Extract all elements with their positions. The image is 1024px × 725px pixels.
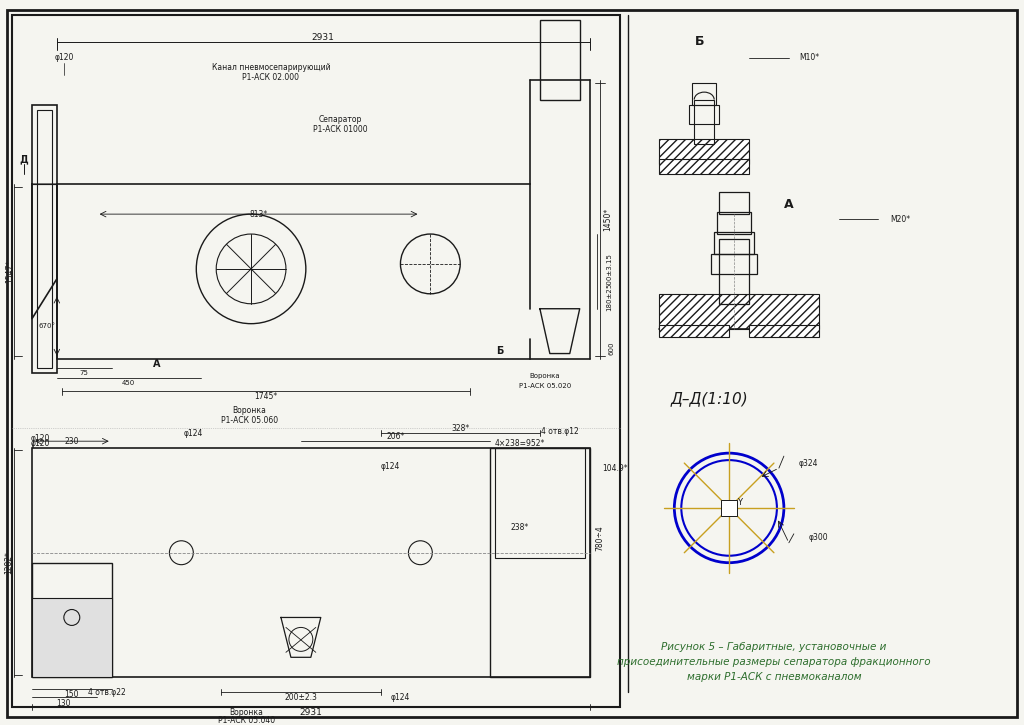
Text: 600: 600 [608, 341, 614, 355]
Text: 1282*: 1282* [4, 551, 13, 574]
Text: Р1-АСК 05.040: Р1-АСК 05.040 [217, 716, 274, 724]
Text: 328*: 328* [452, 423, 469, 433]
Text: 1450*: 1450* [603, 207, 612, 231]
Text: 500±3.15: 500±3.15 [606, 254, 612, 289]
Bar [490, 448, 590, 677]
Bar [32, 563, 112, 677]
Text: φ120: φ120 [31, 439, 49, 447]
Text: М10*: М10* [799, 53, 819, 62]
Text: 2931: 2931 [311, 33, 334, 42]
Text: 4×238=952*: 4×238=952* [495, 439, 545, 447]
Text: φ300: φ300 [809, 534, 828, 542]
Text: Р1-АСК 02.000: Р1-АСК 02.000 [243, 73, 299, 82]
Bar [689, 104, 719, 125]
Bar [32, 597, 112, 677]
Text: φ124: φ124 [183, 428, 203, 438]
Text: φ124: φ124 [381, 462, 400, 471]
Bar [712, 254, 757, 274]
Text: Рисунок 5 – Габаритные, установочные и
присоединительные размеры сепаратора фрак: Рисунок 5 – Габаритные, установочные и п… [617, 642, 931, 682]
Text: 206*: 206* [386, 431, 404, 441]
Text: Сепаратор: Сепаратор [319, 115, 362, 124]
Bar [32, 448, 590, 677]
Bar [719, 192, 749, 214]
Bar [32, 104, 57, 373]
Bar [719, 239, 749, 304]
Bar [659, 160, 749, 174]
Text: 230: 230 [65, 436, 79, 446]
Text: 1745*: 1745* [254, 392, 278, 401]
Text: М20*: М20* [891, 215, 910, 223]
Text: Воронка: Воронка [529, 373, 560, 379]
Bar [717, 212, 751, 234]
Text: 130: 130 [56, 699, 71, 708]
Text: Б: Б [497, 346, 504, 355]
Bar [694, 99, 714, 144]
Text: 150: 150 [65, 689, 79, 699]
Text: А: А [784, 198, 794, 211]
Text: 813*: 813* [250, 210, 267, 219]
Text: А: А [153, 358, 160, 368]
Bar [659, 325, 729, 336]
Text: Р1-АСК 01000: Р1-АСК 01000 [313, 125, 368, 134]
Bar [12, 15, 620, 707]
Text: 238*: 238* [511, 523, 529, 532]
Text: Y: Y [736, 499, 741, 507]
Text: 1547*: 1547* [5, 260, 14, 283]
Bar [714, 232, 754, 254]
Bar [659, 294, 819, 328]
Text: Канал пневмосепарирующий: Канал пневмосепарирующий [212, 63, 331, 72]
Text: Д–Д(1:10): Д–Д(1:10) [671, 391, 749, 406]
Text: 450: 450 [122, 381, 135, 386]
Bar [692, 83, 716, 104]
Text: 2931: 2931 [299, 708, 323, 716]
Text: 670°: 670° [39, 323, 55, 329]
Text: φ324: φ324 [799, 459, 818, 468]
Text: Воронка: Воронка [232, 406, 266, 415]
Bar [749, 325, 819, 336]
Text: Воронка: Воронка [229, 708, 263, 716]
Text: 104.9*: 104.9* [602, 463, 628, 473]
Text: 780÷4: 780÷4 [595, 525, 604, 551]
Text: 180±2: 180±2 [606, 287, 612, 310]
Bar [495, 448, 585, 558]
Bar [37, 109, 52, 368]
Text: φ120: φ120 [31, 434, 49, 443]
Text: 75: 75 [79, 370, 88, 376]
Text: Р1-АСК 05.060: Р1-АСК 05.060 [220, 415, 278, 425]
Text: Д: Д [19, 154, 29, 165]
Bar [540, 20, 580, 99]
Text: φ120: φ120 [54, 53, 74, 62]
Bar [659, 139, 749, 165]
Text: 4 отв.φ12: 4 отв.φ12 [541, 427, 579, 436]
Text: 4 отв.φ22: 4 отв.φ22 [88, 687, 126, 697]
Text: 200±2.3: 200±2.3 [285, 692, 317, 702]
Text: φ124: φ124 [391, 692, 411, 702]
Bar [721, 500, 737, 516]
Text: Б: Б [694, 36, 703, 49]
Text: Р1-АСК 05.020: Р1-АСК 05.020 [519, 384, 571, 389]
